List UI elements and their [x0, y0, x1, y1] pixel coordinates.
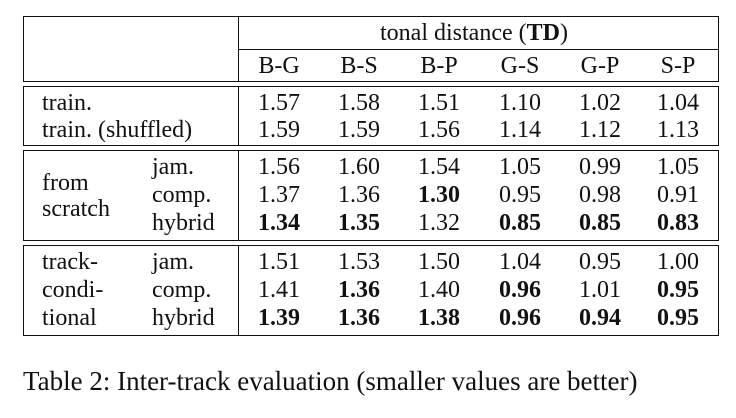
group-label-line: tional [42, 305, 97, 331]
table-cell: 1.13 [657, 117, 699, 143]
table-cell: 1.59 [338, 117, 380, 143]
table-cell: 1.53 [338, 249, 380, 275]
table-cell: 1.30 [418, 182, 460, 208]
table-cell: 1.00 [657, 249, 699, 275]
table-cell: 1.14 [499, 117, 541, 143]
column-header: B-S [340, 53, 378, 79]
table-cell: 1.04 [499, 249, 541, 275]
table-cell: 1.10 [499, 90, 541, 116]
table-cell: 1.51 [258, 249, 300, 275]
model-label: comp. [152, 182, 212, 208]
table-cell: 0.95 [657, 277, 699, 303]
group-label-line: condi- [42, 277, 104, 303]
row-label: train. (shuffled) [42, 117, 193, 143]
table-caption: Table 2: Inter-track evaluation (smaller… [23, 366, 638, 396]
table-cell: 0.95 [499, 182, 541, 208]
td-group-header: tonal distance (TD) [380, 20, 568, 46]
model-label: jam. [152, 154, 194, 180]
track-conditional-block: track- condi- tional jam. 1.51 1.53 1.50… [23, 245, 719, 336]
table-cell: 1.41 [258, 277, 300, 303]
table-cell: 0.83 [657, 210, 699, 236]
table-cell: 1.50 [418, 249, 460, 275]
table-cell: 0.96 [499, 305, 541, 331]
table-cell: 1.36 [338, 277, 380, 303]
column-divider [238, 246, 239, 335]
model-label: comp. [152, 277, 212, 303]
column-divider [238, 87, 239, 145]
column-header: G-P [580, 53, 620, 79]
table-cell: 1.35 [338, 210, 380, 236]
table-cell: 0.85 [499, 210, 541, 236]
group-label-line: from [42, 170, 89, 196]
group-label-line: scratch [42, 196, 110, 222]
table-cell: 1.05 [657, 154, 699, 180]
column-header: B-G [258, 53, 300, 79]
table-cell: 1.36 [338, 305, 380, 331]
table-cell: 1.34 [258, 210, 300, 236]
table-cell: 1.57 [258, 90, 300, 116]
table-cell: 1.40 [418, 277, 460, 303]
from-scratch-block: from scratch jam. 1.56 1.60 1.54 1.05 0.… [23, 150, 719, 241]
td-group-prefix: tonal distance ( [380, 20, 527, 46]
table-cell: 0.94 [579, 305, 621, 331]
model-label: jam. [152, 249, 194, 275]
table-cell: 1.32 [418, 210, 460, 236]
model-label: hybrid [152, 305, 215, 331]
table-cell: 1.56 [418, 117, 460, 143]
column-divider [238, 151, 239, 240]
model-label: hybrid [152, 210, 215, 236]
td-group-suffix: ) [559, 20, 568, 46]
table-cell: 0.95 [579, 249, 621, 275]
training-block: train. 1.57 1.58 1.51 1.10 1.02 1.04 tra… [23, 86, 719, 146]
header-underline [238, 49, 718, 50]
column-header: S-P [660, 53, 696, 79]
table-cell: 1.39 [258, 305, 300, 331]
table-cell: 1.04 [657, 90, 699, 116]
table-cell: 0.98 [579, 182, 621, 208]
table-cell: 1.58 [338, 90, 380, 116]
column-header: B-P [420, 53, 458, 79]
group-label-line: track- [42, 249, 98, 275]
td-group-bold: TD [526, 20, 560, 46]
table-cell: 1.37 [258, 182, 300, 208]
table-cell: 1.60 [338, 154, 380, 180]
table-cell: 1.51 [418, 90, 460, 116]
table-cell: 1.05 [499, 154, 541, 180]
row-label: train. [42, 90, 92, 116]
column-header: G-S [500, 53, 540, 79]
table-cell: 0.96 [499, 277, 541, 303]
table-cell: 1.54 [418, 154, 460, 180]
table-cell: 1.59 [258, 117, 300, 143]
table-cell: 1.01 [579, 277, 621, 303]
table-cell: 1.12 [579, 117, 621, 143]
table-cell: 0.99 [579, 154, 621, 180]
table-cell: 0.95 [657, 305, 699, 331]
table-cell: 1.36 [338, 182, 380, 208]
table-cell: 1.02 [579, 90, 621, 116]
table-cell: 1.38 [418, 305, 460, 331]
table-cell: 0.85 [579, 210, 621, 236]
table-cell: 0.91 [657, 182, 699, 208]
table-cell: 1.56 [258, 154, 300, 180]
table-header-block: tonal distance (TD) B-G B-S B-P G-S G-P … [23, 16, 719, 82]
